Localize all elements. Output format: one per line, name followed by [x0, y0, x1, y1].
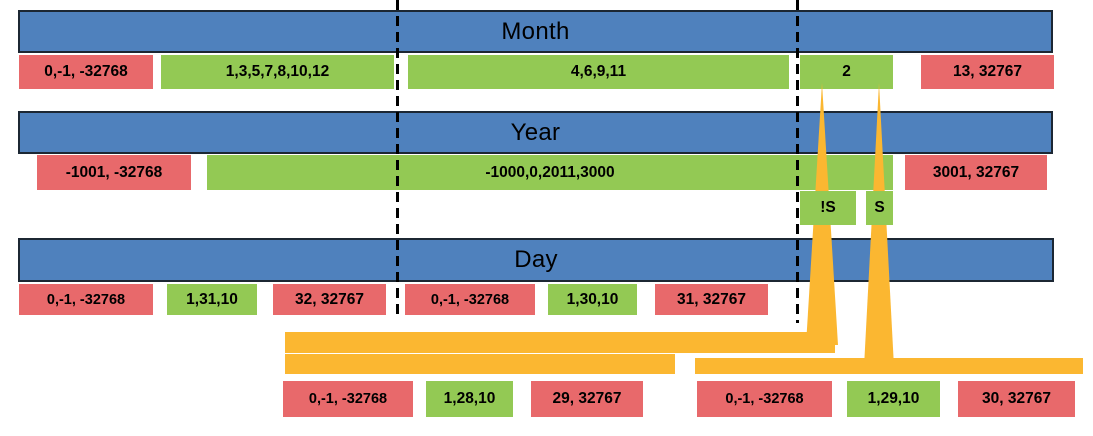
month-title: Month	[501, 17, 570, 45]
month-invalid-low-box: 0,-1, -32768	[19, 55, 153, 89]
connector-non-leap-upper-bar	[285, 332, 835, 353]
month-february-box: 2	[800, 55, 893, 89]
feb28-invalid-low-box: 0,-1, -32768	[283, 381, 413, 417]
year-invalid-low-box: -1001, -32768	[37, 155, 191, 190]
day31-valid-box: 1,31,10	[167, 284, 257, 315]
not-leap-year-box: !S	[800, 191, 856, 225]
leap-year-box: S	[866, 191, 893, 225]
day30-invalid-low-box: 0,-1, -32768	[405, 284, 535, 315]
day30-valid-box: 1,30,10	[548, 284, 637, 315]
month-invalid-high-box: 13, 32767	[921, 55, 1054, 89]
day-bar: Day	[18, 238, 1054, 282]
divider-31-30-months	[396, 0, 399, 320]
month-bar: Month	[18, 10, 1053, 53]
day31-invalid-low-box: 0,-1, -32768	[19, 284, 153, 315]
feb29-invalid-high-box: 30, 32767	[958, 381, 1075, 417]
february-leap-axis-bar	[695, 358, 1083, 374]
divider-30-february	[796, 0, 799, 323]
feb29-invalid-low-box: 0,-1, -32768	[697, 381, 832, 417]
day30-invalid-high-box: 31, 32767	[655, 284, 768, 315]
day-title: Day	[514, 246, 558, 273]
year-bar: Year	[18, 111, 1053, 154]
year-invalid-high-box: 3001, 32767	[905, 155, 1047, 190]
day31-invalid-high-box: 32, 32767	[273, 284, 386, 315]
feb28-invalid-high-box: 29, 32767	[531, 381, 643, 417]
february-non-leap-axis-bar	[285, 354, 675, 374]
year-valid-box: -1000,0,2011,3000	[207, 155, 893, 190]
year-title: Year	[510, 118, 561, 146]
feb28-valid-box: 1,28,10	[426, 381, 513, 417]
feb29-valid-box: 1,29,10	[847, 381, 940, 417]
month-valid-31-box: 1,3,5,7,8,10,12	[161, 55, 394, 89]
month-valid-30-box: 4,6,9,11	[408, 55, 789, 89]
